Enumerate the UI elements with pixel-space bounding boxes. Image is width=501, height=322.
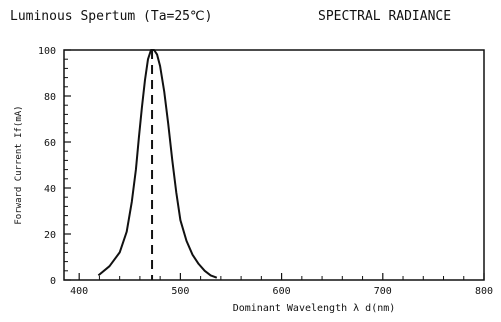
spectrum-curve bbox=[97, 49, 218, 279]
y-tick-label: 20 bbox=[44, 230, 56, 241]
chart-subtitle: SPECTRAL RADIANCE bbox=[318, 9, 451, 24]
x-tick-labels: 400 500 600 700 800 bbox=[70, 286, 493, 297]
y-tick-label: 0 bbox=[50, 276, 56, 287]
plot-frame bbox=[63, 49, 485, 281]
x-axis-label: Dominant Wavelength λ d(nm) bbox=[233, 303, 396, 314]
series-layer bbox=[97, 49, 218, 280]
y-axis-label: Forward Current If(mA) bbox=[14, 105, 24, 224]
y-tick-labels: 0 20 40 60 80 100 bbox=[38, 46, 56, 287]
axis-ticks bbox=[64, 49, 485, 281]
y-tick-label: 80 bbox=[44, 92, 56, 103]
x-tick-label: 600 bbox=[273, 286, 291, 297]
chart-title: Luminous Spertum (Ta=25℃) bbox=[10, 9, 212, 24]
y-tick-label: 100 bbox=[38, 46, 56, 57]
y-tick-label: 60 bbox=[44, 138, 56, 149]
x-tick-label: 800 bbox=[475, 286, 493, 297]
x-tick-label: 400 bbox=[70, 286, 88, 297]
y-tick-label: 40 bbox=[44, 184, 56, 195]
x-tick-label: 700 bbox=[374, 286, 392, 297]
x-tick-label: 500 bbox=[171, 286, 189, 297]
